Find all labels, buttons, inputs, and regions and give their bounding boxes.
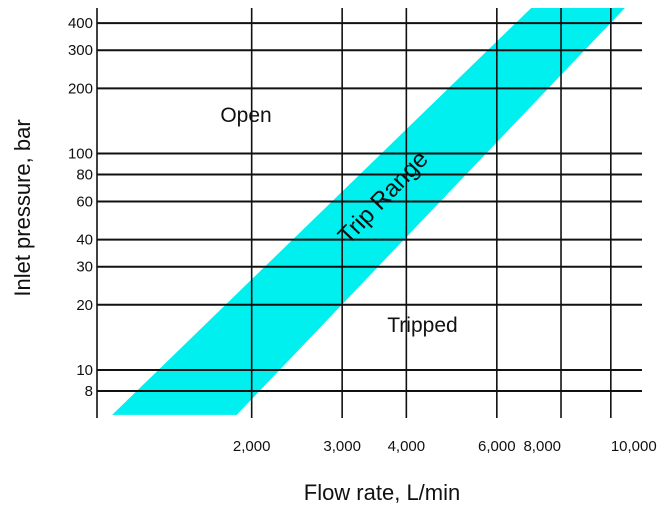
x-tick-label-4000: 4,000 (388, 438, 426, 455)
x-tick-label-8000: 8,000 (523, 438, 561, 455)
x-tick-label-10000: 10,000 (611, 438, 657, 455)
y-tick-label-300: 300 (68, 42, 93, 59)
y-tick-label-80: 80 (76, 166, 93, 183)
y-tick-label-400: 400 (68, 15, 93, 32)
y-tick-label-40: 40 (76, 232, 93, 249)
annotation-open: Open (220, 104, 271, 127)
y-axis-title: Inlet pressure, bar (10, 119, 35, 296)
y-tick-label-8: 8 (85, 383, 93, 400)
y-tick-label-10: 10 (76, 362, 93, 379)
annotation-tripped: Tripped (387, 314, 457, 337)
y-tick-label-20: 20 (76, 297, 93, 314)
x-axis-title: Flow rate, L/min (304, 480, 461, 505)
x-tick-labels: 2,000 3,000 4,000 6,000 8,000 10,000 (233, 438, 657, 455)
y-tick-labels: 8 10 20 30 40 60 80 100 200 300 400 (68, 15, 93, 400)
x-tick-label-3000: 3,000 (323, 438, 361, 455)
grid-layer (96, 8, 642, 418)
y-tick-label-200: 200 (68, 80, 93, 97)
y-tick-label-30: 30 (76, 259, 93, 276)
x-tick-label-2000: 2,000 (233, 438, 271, 455)
y-tick-label-60: 60 (76, 194, 93, 211)
y-tick-label-100: 100 (68, 145, 93, 162)
x-tick-label-6000: 6,000 (478, 438, 516, 455)
